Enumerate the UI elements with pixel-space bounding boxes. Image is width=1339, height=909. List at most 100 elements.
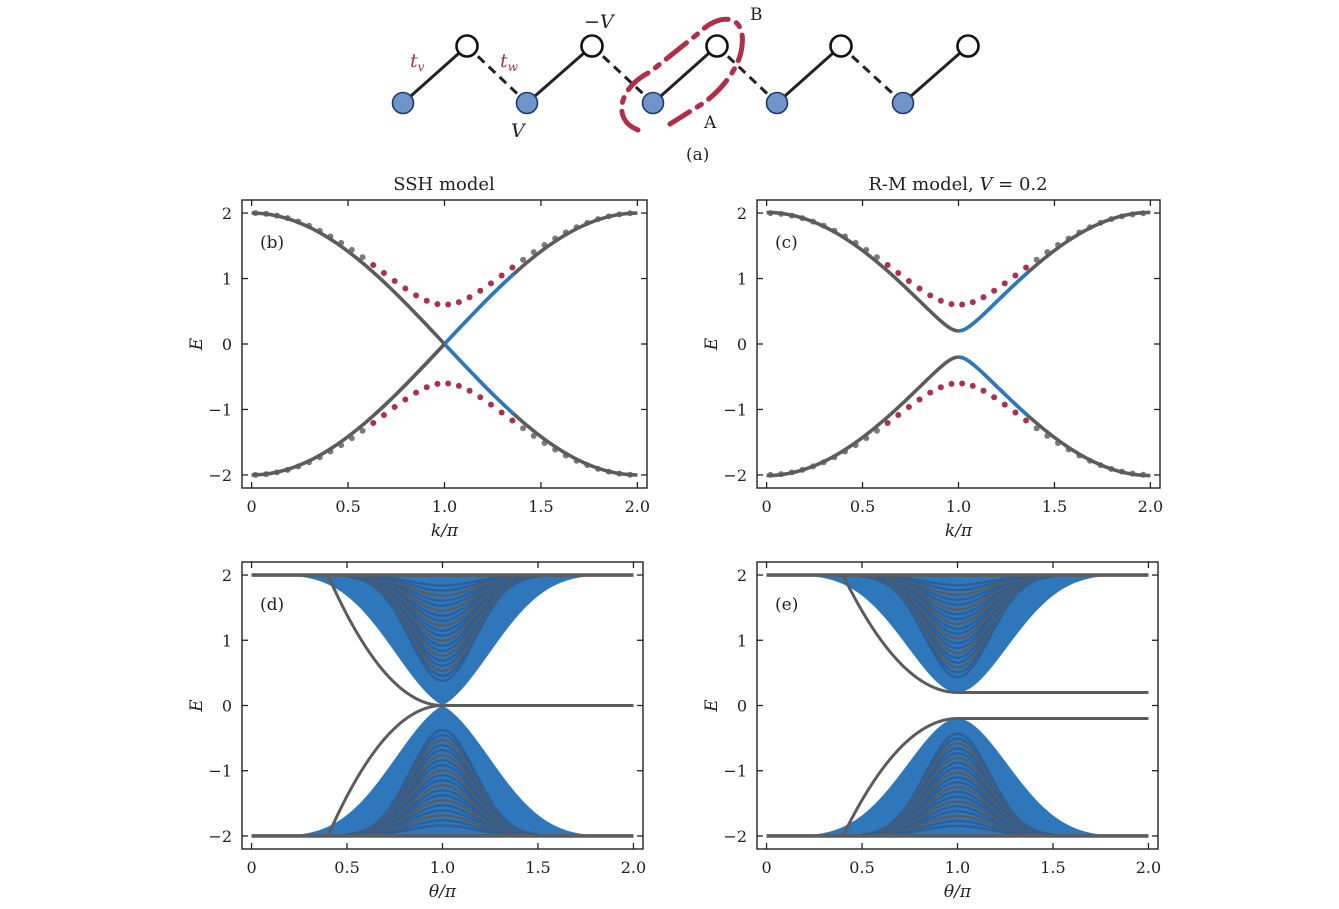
y-axis-label: E [187, 337, 207, 351]
y-axis-label: E [702, 337, 722, 351]
reference-point [370, 262, 377, 269]
x-tick-label: 2.0 [625, 497, 650, 516]
reference-point [884, 262, 891, 269]
reference-point [969, 382, 976, 389]
upper-band-highlight [443, 272, 516, 346]
axes-frame-c [756, 199, 1161, 489]
reference-point [991, 394, 998, 401]
chain-diagram: tv tw −V V A B (a) [391, 5, 980, 165]
reference-point [413, 389, 420, 396]
reference-point [466, 294, 473, 301]
chart-panel-c: 0 0.5 1.0 1.5 2.0 2 1 0 −1 −2 k/π E (c) [702, 199, 1163, 541]
intercell-bond [715, 44, 779, 105]
x-tick-label: 0 [247, 497, 257, 516]
y-tick-label: −1 [208, 762, 232, 781]
plot-area-e [766, 573, 1149, 838]
y-tick-label: 1 [222, 631, 232, 650]
reference-point [520, 256, 527, 263]
x-axis-label: θ/π [944, 882, 972, 902]
site-a [641, 91, 665, 115]
site-a [391, 91, 415, 115]
reference-point [434, 301, 441, 308]
chart-title-c-var: V [979, 174, 994, 195]
lower-band-right [443, 342, 638, 477]
intercell-bond [465, 44, 529, 105]
panel-label-a: (a) [686, 145, 709, 165]
chart-title-b: SSH model [393, 174, 495, 195]
site-b [956, 34, 980, 58]
x-tick-label: 1.0 [430, 858, 455, 877]
potential-label-minus-v: −V [584, 11, 616, 33]
hopping-label-tv: tv [410, 50, 425, 74]
lower-band-left [766, 355, 959, 478]
reference-point [402, 396, 409, 403]
reference-point [455, 299, 462, 306]
x-tick-label: 0.5 [849, 858, 874, 877]
reference-point [498, 272, 505, 279]
hopping-label-tv-sub: v [418, 60, 425, 74]
intracell-bond [652, 44, 718, 105]
reference-point [991, 287, 998, 294]
reference-point [509, 264, 516, 271]
intracell-bond [776, 44, 842, 105]
site-b [705, 34, 729, 58]
reference-point [937, 297, 944, 304]
x-tick-label: 1.5 [525, 858, 550, 877]
potential-label-v: V [511, 120, 527, 142]
reference-point [423, 297, 430, 304]
y-tick-label: 2 [222, 566, 232, 585]
hopping-label-tw-sub: w [508, 60, 519, 74]
x-tick-label: 0.5 [334, 858, 359, 877]
plot-area-c [766, 210, 1151, 478]
x-tick-label: 1.0 [945, 858, 970, 877]
sublattice-label-a: A [703, 113, 717, 133]
intracell-bond [902, 44, 969, 105]
chart-title-c-text: R-M model, [868, 174, 979, 195]
reference-point [1001, 401, 1008, 408]
reference-point [509, 417, 516, 424]
x-tick-label: 1.5 [1040, 858, 1065, 877]
site-b [829, 34, 853, 58]
x-tick-label: 0.5 [850, 497, 875, 516]
unit-cell-boundary [619, 16, 745, 133]
y-tick-label: −2 [208, 827, 232, 846]
edge-state-lower [841, 717, 1149, 837]
reference-point [1023, 417, 1030, 424]
reference-point [969, 299, 976, 306]
edge-state-lower [326, 704, 634, 837]
x-tick-label: 0 [246, 858, 256, 877]
intracell-bond [526, 44, 593, 105]
sublattice-label-b: B [750, 5, 763, 25]
y-tick-label: 2 [737, 566, 747, 585]
chart-title-c: R-M model, V = 0.2 [868, 174, 1047, 195]
y-tick-label: 2 [222, 204, 232, 223]
x-tick-label: 1.5 [1042, 497, 1067, 516]
y-tick-label: 1 [737, 270, 747, 289]
panel-label-c: (c) [775, 233, 798, 253]
reference-point [380, 270, 387, 277]
reference-point [959, 380, 966, 387]
panel-label-d: (d) [260, 595, 284, 615]
panel-label-e: (e) [775, 595, 798, 615]
reference-point [477, 394, 484, 401]
site-b [580, 34, 604, 58]
y-tick-label: 0 [737, 335, 747, 354]
upper-band-right [443, 211, 638, 346]
chart-panel-e: 0 0.5 1.0 1.5 2.0 2 1 0 −1 −2 θ/π E (e) [702, 561, 1161, 902]
x-tick-label: 1.5 [528, 497, 553, 516]
reference-point [948, 380, 955, 387]
chart-panel-d: 0 0.5 1.0 1.5 2.0 2 1 0 −1 −2 θ/π E (d) [187, 561, 646, 902]
reference-point [884, 419, 891, 426]
reference-point [402, 285, 409, 292]
lower-band-highlight [958, 355, 1029, 417]
y-tick-label: −2 [723, 466, 747, 485]
reference-point [916, 285, 923, 292]
y-tick-label: −2 [723, 827, 747, 846]
reference-point [895, 411, 902, 418]
lower-band-highlight [443, 342, 516, 416]
reference-point [905, 404, 912, 411]
x-tick-label: 1.0 [946, 497, 971, 516]
reference-point [487, 401, 494, 408]
reference-point [391, 404, 398, 411]
upper-band-left [766, 210, 959, 333]
